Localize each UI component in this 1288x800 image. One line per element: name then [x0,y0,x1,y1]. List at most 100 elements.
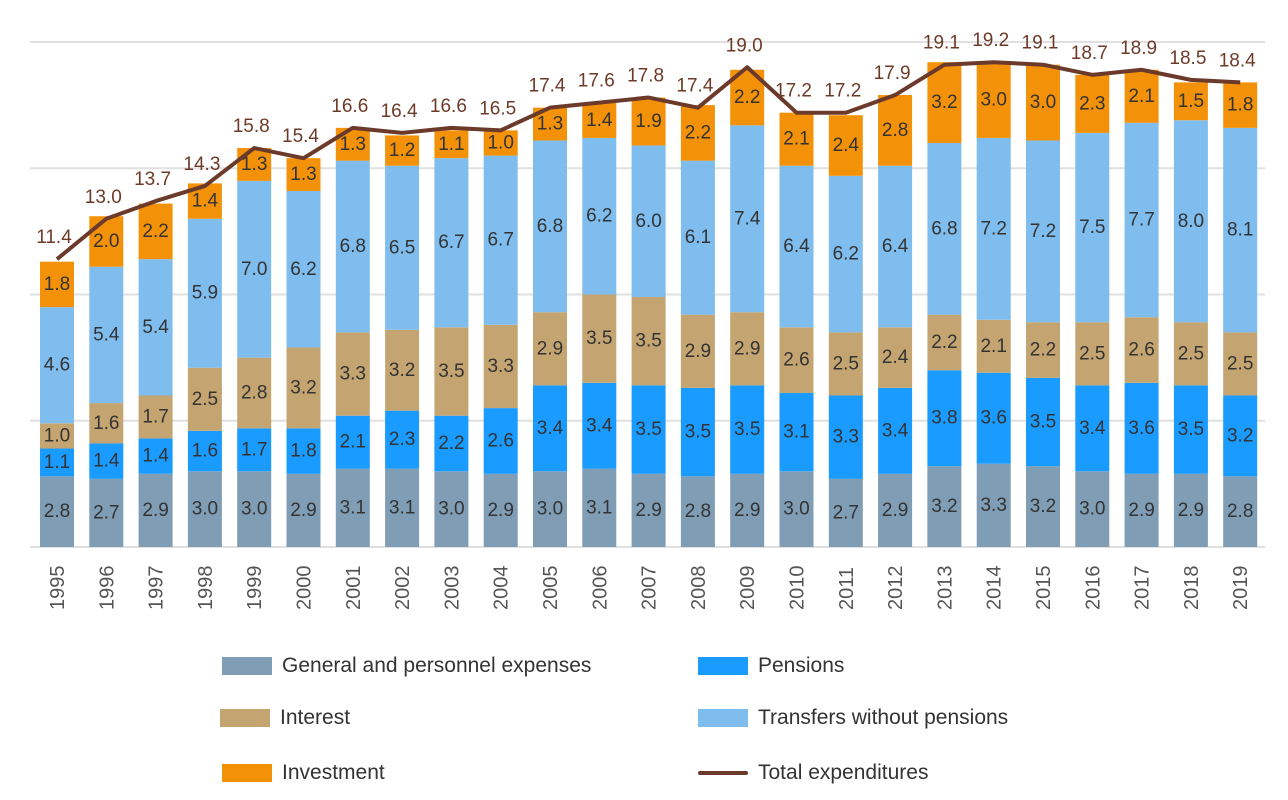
bar-segment [927,370,962,467]
total-label: 16.5 [479,98,516,119]
data-label: 2.2 [931,332,957,353]
bar-segment [1223,332,1258,396]
data-label: 1.4 [142,446,169,467]
bar-stack-2004 [483,130,518,547]
total-label: 13.0 [85,187,122,208]
bar-segment [1173,120,1208,323]
data-label: 3.3 [833,427,859,448]
data-label: 6.0 [635,211,661,232]
data-label: 3.1 [783,422,809,443]
bar-segment [40,448,74,477]
bar-stack-1997 [138,203,173,547]
data-label: 1.4 [586,110,613,131]
data-label: 6.2 [586,206,612,227]
bar-stack-2003 [434,130,469,547]
bar-segment [1173,473,1208,547]
x-tick-label: 1995 [47,566,69,611]
bar-stack-2017 [1124,69,1159,547]
data-label: 3.5 [635,419,661,440]
bar-segment [927,62,962,144]
bar-segment [1075,74,1110,133]
bar-segment [286,473,321,547]
x-tick-label: 2004 [491,566,513,611]
data-label: 1.3 [241,154,267,175]
data-label: 2.5 [192,389,218,410]
bar-segment [1223,82,1258,128]
data-label: 3.3 [487,356,513,377]
total-label: 18.5 [1169,48,1206,69]
bar-segment [286,347,321,429]
data-label: 5.9 [192,283,218,304]
data-label: 3.0 [241,499,267,520]
data-label: 1.8 [290,441,316,462]
data-label: 2.6 [487,430,513,451]
bar-stack-2019 [1223,82,1258,547]
data-label: 6.7 [487,230,513,251]
x-tick-label: 2005 [540,566,562,611]
data-label: 1.8 [1227,95,1253,116]
data-label: 2.9 [685,341,711,362]
bar-segment [779,392,814,472]
x-tick-label: 2011 [836,567,858,610]
data-label: 2.1 [1128,86,1154,107]
bar-segment [483,324,518,409]
x-tick-label: 2016 [1082,566,1104,611]
x-tick-label: 2007 [639,566,661,611]
data-label: 2.2 [734,87,760,108]
total-label: 19.1 [1022,33,1059,54]
bar-segment [237,357,272,429]
data-label: 1.7 [142,406,168,427]
bar-segment [187,367,222,431]
data-label: 6.4 [783,236,810,257]
data-label: 3.8 [931,408,957,429]
bar-segment [582,137,617,295]
bar-stack-1995 [40,261,74,547]
total-label: 15.8 [233,116,270,137]
bar-segment [828,478,863,547]
bar-segment [138,259,173,396]
x-tick-label: 1996 [96,566,118,611]
legend-item-general: General and personnel expenses [222,654,591,678]
data-label: 2.9 [734,500,760,521]
data-label: 6.2 [833,244,859,265]
bar-segment [533,385,567,472]
data-label: 2.3 [389,429,415,450]
bar-segment [582,468,617,547]
bar-segment [878,473,913,547]
data-label: 3.1 [340,497,366,518]
data-label: 1.5 [1178,91,1204,112]
data-label: 2.4 [882,347,909,368]
bars: 2.8 1.1 1.0 4.6 1.8 2.7 1.4 1.6 5.4 2.0 2.9 1.4 1.7 5… [40,62,1258,547]
bar-segment [434,130,469,159]
bar-segment [730,125,765,313]
bar-segment [40,261,74,308]
bar-segment [533,312,567,386]
bar-segment [385,468,420,547]
data-label: 3.1 [389,497,415,518]
total-label: 18.9 [1120,38,1157,59]
legend-swatch [222,657,272,675]
x-tick-label: 2001 [343,566,365,611]
bar-segment [434,415,469,472]
legend-line-swatch [698,771,748,775]
bar-segment [1075,385,1110,472]
legend-label: Transfers without pensions [758,706,1009,729]
total-label: 17.6 [578,71,615,92]
x-tick-label: 2013 [934,566,956,611]
data-label: 3.0 [783,499,809,520]
bar-segment [878,327,913,388]
bar-segment [1124,473,1159,547]
data-label: 6.1 [685,227,711,248]
data-label: 5.4 [93,324,120,345]
x-tick-label: 2002 [392,566,414,611]
bar-segment [40,476,74,547]
bar-segment [1173,322,1208,386]
data-label: 2.9 [635,500,661,521]
legend-item-pensions: Pensions [698,654,844,678]
bar-segment [335,415,370,469]
bar-stack-2009 [730,69,765,547]
bar-segment [828,332,863,396]
data-label: 6.7 [438,232,464,253]
bar-segment [286,190,321,348]
data-label: 1.4 [192,191,219,212]
